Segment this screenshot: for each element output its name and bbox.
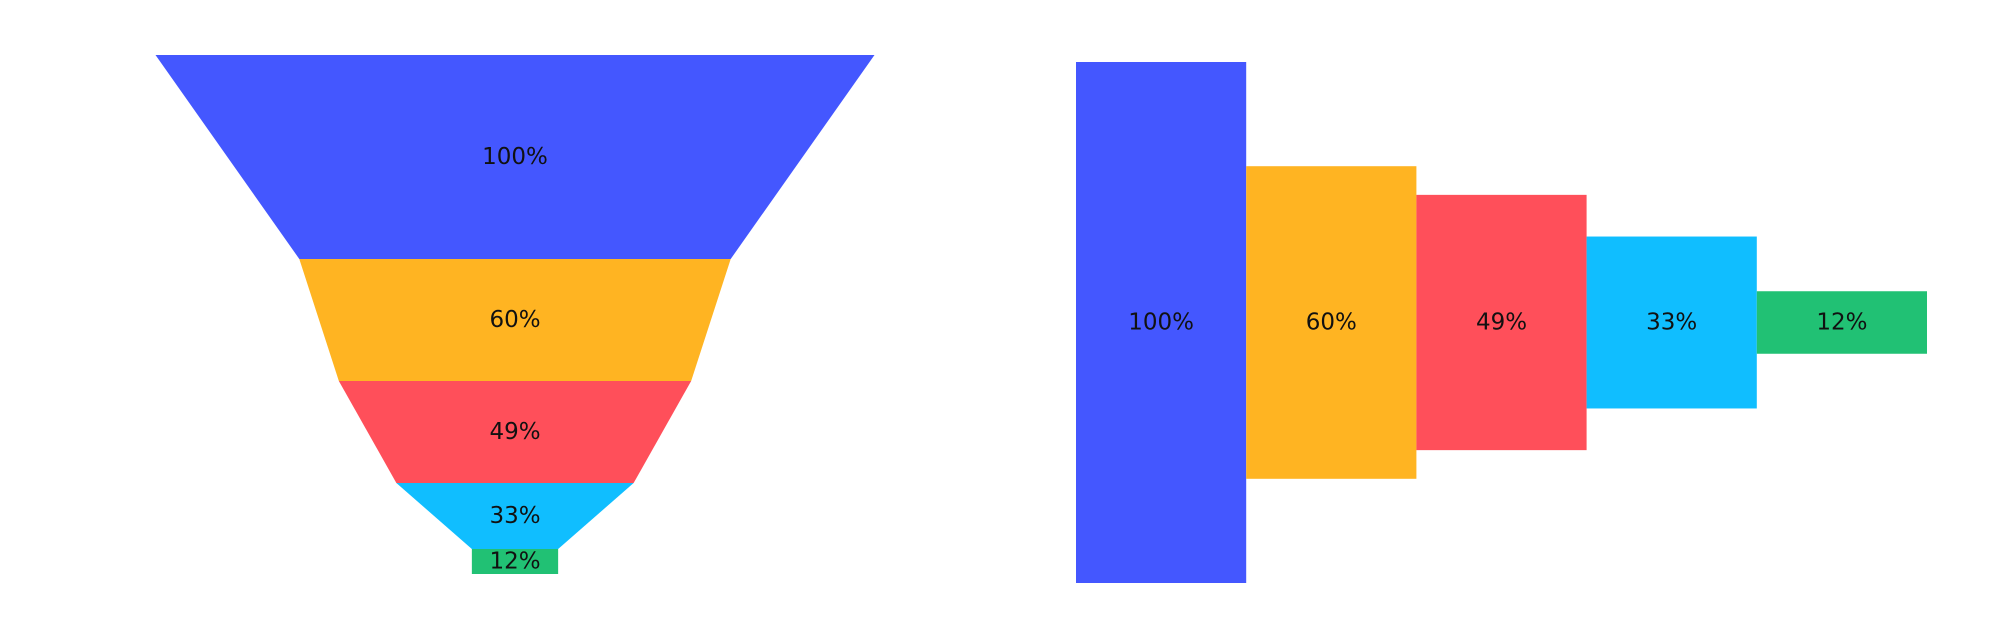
funnel-label-3: 33% (489, 503, 540, 529)
bar-label-1: 60% (1306, 310, 1357, 336)
bar-label-2: 49% (1476, 310, 1527, 336)
bar-label-4: 12% (1816, 310, 1867, 336)
funnel-segment-0 (155, 55, 875, 259)
funnel-label-1: 60% (489, 307, 540, 333)
funnel-segment-1 (299, 259, 731, 381)
bar-4 (1756, 291, 1927, 354)
funnel-label-4: 12% (489, 549, 540, 575)
bar-label-0: 100% (1128, 310, 1194, 336)
funnel-segment-4 (471, 549, 559, 574)
vertical-funnel: 100% 60% 49% 33% 12% (155, 55, 875, 575)
funnel-label-0: 100% (482, 144, 548, 170)
bar-label-3: 33% (1646, 310, 1697, 336)
funnel-segment-3 (396, 483, 634, 549)
bar-0 (1076, 62, 1247, 583)
horizontal-funnel-bars: 100% 60% 49% 33% 12% (1076, 62, 1927, 583)
funnel-label-2: 49% (489, 419, 540, 445)
bar-1 (1246, 166, 1417, 479)
bar-3 (1586, 236, 1757, 409)
bar-2 (1416, 194, 1587, 451)
funnel-segment-2 (338, 381, 692, 483)
